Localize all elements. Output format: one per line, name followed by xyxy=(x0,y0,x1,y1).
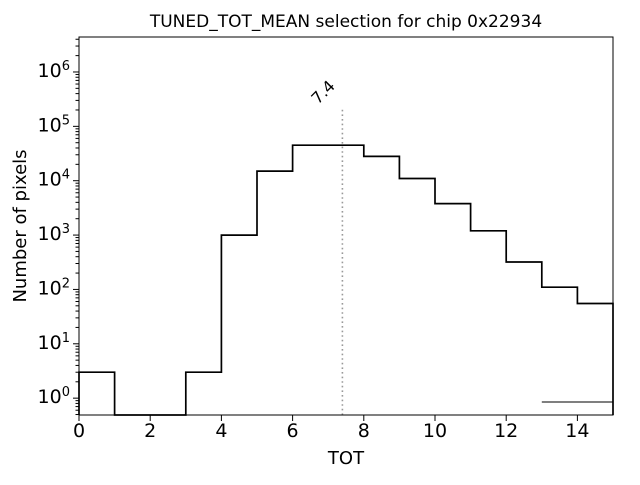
y-tick-label: 105 xyxy=(38,113,70,136)
x-tick-label: 10 xyxy=(423,420,447,442)
x-tick-label: 6 xyxy=(287,420,299,442)
y-minor-ticks xyxy=(75,38,79,416)
y-tick-label: 104 xyxy=(38,168,70,191)
x-tick-label: 0 xyxy=(73,420,85,442)
chart-title: TUNED_TOT_MEAN selection for chip 0x2293… xyxy=(149,12,542,32)
threshold-value-label: 7.4 xyxy=(307,76,338,107)
x-major-ticks: 0 2 4 6 8 10 12 14 xyxy=(73,415,589,442)
y-tick-label: 102 xyxy=(38,276,70,299)
histogram-step-line xyxy=(78,144,614,416)
y-tick-label: 101 xyxy=(38,331,70,354)
x-tick-label: 2 xyxy=(144,420,156,442)
x-tick-label: 8 xyxy=(358,420,370,442)
plot-frame xyxy=(78,36,614,416)
x-tick-label: 12 xyxy=(494,420,518,442)
y-tick-label: 106 xyxy=(38,59,70,82)
y-tick-label: 100 xyxy=(38,385,70,408)
x-axis-label: TOT xyxy=(327,448,365,469)
y-tick-label: 103 xyxy=(38,222,70,245)
x-tick-label: 14 xyxy=(565,420,589,442)
y-major-ticks: 100 101 102 103 104 105 106 xyxy=(38,59,79,408)
y-axis-label: Number of pixels xyxy=(10,149,31,302)
x-tick-label: 4 xyxy=(215,420,227,442)
